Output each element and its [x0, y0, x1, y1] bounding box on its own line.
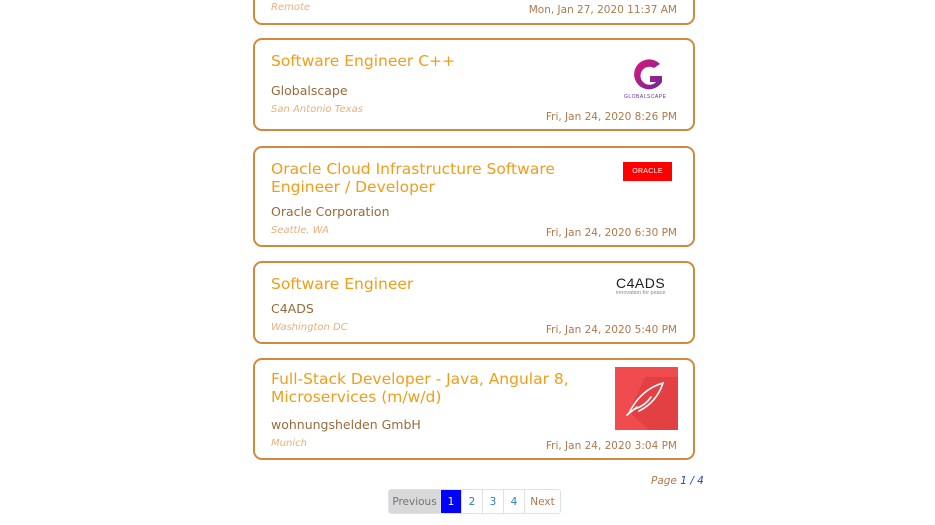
job-card[interactable]: Software Engineer C++ Globalscape San An…: [253, 38, 695, 131]
job-location: Remote: [271, 2, 311, 13]
job-card[interactable]: Software Engineer C4ADS Washington DC Fr…: [253, 261, 695, 344]
page-button-4[interactable]: 4: [503, 490, 524, 513]
job-card[interactable]: Oracle Cloud Infrastructure Software Eng…: [253, 146, 695, 247]
pagination: Previous 1 2 3 4 Next: [388, 489, 561, 514]
page-separator: /: [686, 475, 698, 487]
c4ads-logo-text: C4ADS: [616, 275, 666, 291]
job-date: Fri, Jan 24, 2020 3:04 PM: [545, 440, 677, 452]
job-company: Oracle Corporation: [271, 204, 390, 219]
job-date: Mon, Jan 27, 2020 11:37 AM: [528, 4, 677, 16]
job-date: Fri, Jan 24, 2020 8:26 PM: [545, 111, 677, 123]
total-pages: 4: [697, 475, 704, 487]
wohnungshelden-logo: [615, 367, 678, 430]
page-indicator: Page 1 / 4: [651, 475, 704, 487]
job-location: Seattle, WA: [271, 225, 329, 236]
previous-page-button[interactable]: Previous: [389, 490, 440, 513]
job-company: wohnungshelden GmbH: [271, 417, 421, 432]
job-location: Washington DC: [271, 322, 348, 333]
job-title[interactable]: Software Engineer: [271, 275, 414, 293]
globalscape-logo: GLOBALSCAPE: [620, 54, 676, 104]
job-card[interactable]: Full-Stack Developer - Java, Angular 8, …: [253, 358, 695, 460]
page-button-3[interactable]: 3: [482, 490, 503, 513]
job-date: Fri, Jan 24, 2020 6:30 PM: [545, 227, 677, 239]
page-label: Page: [651, 475, 677, 487]
oracle-logo-text: ORACLE: [632, 168, 663, 175]
c4ads-logo: C4ADS innovation for peace: [616, 275, 678, 303]
job-card[interactable]: Remote Mon, Jan 27, 2020 11:37 AM: [253, 0, 695, 25]
page-button-1[interactable]: 1: [440, 490, 461, 513]
job-location: Munich: [271, 438, 307, 449]
page-button-2[interactable]: 2: [461, 490, 482, 513]
job-title[interactable]: Full-Stack Developer - Java, Angular 8, …: [271, 370, 569, 406]
next-page-button[interactable]: Next: [524, 490, 560, 513]
job-title[interactable]: Oracle Cloud Infrastructure Software Eng…: [271, 160, 555, 196]
job-company: Globalscape: [271, 83, 348, 98]
job-title[interactable]: Software Engineer C++: [271, 52, 456, 70]
globalscape-logo-text: GLOBALSCAPE: [624, 94, 667, 100]
job-date: Fri, Jan 24, 2020 5:40 PM: [545, 324, 677, 336]
job-location: San Antonio Texas: [271, 104, 363, 115]
oracle-logo: ORACLE: [623, 162, 672, 181]
current-page: 1: [680, 475, 687, 487]
job-company: C4ADS: [271, 301, 314, 316]
c4ads-logo-tagline: innovation for peace: [616, 290, 666, 296]
